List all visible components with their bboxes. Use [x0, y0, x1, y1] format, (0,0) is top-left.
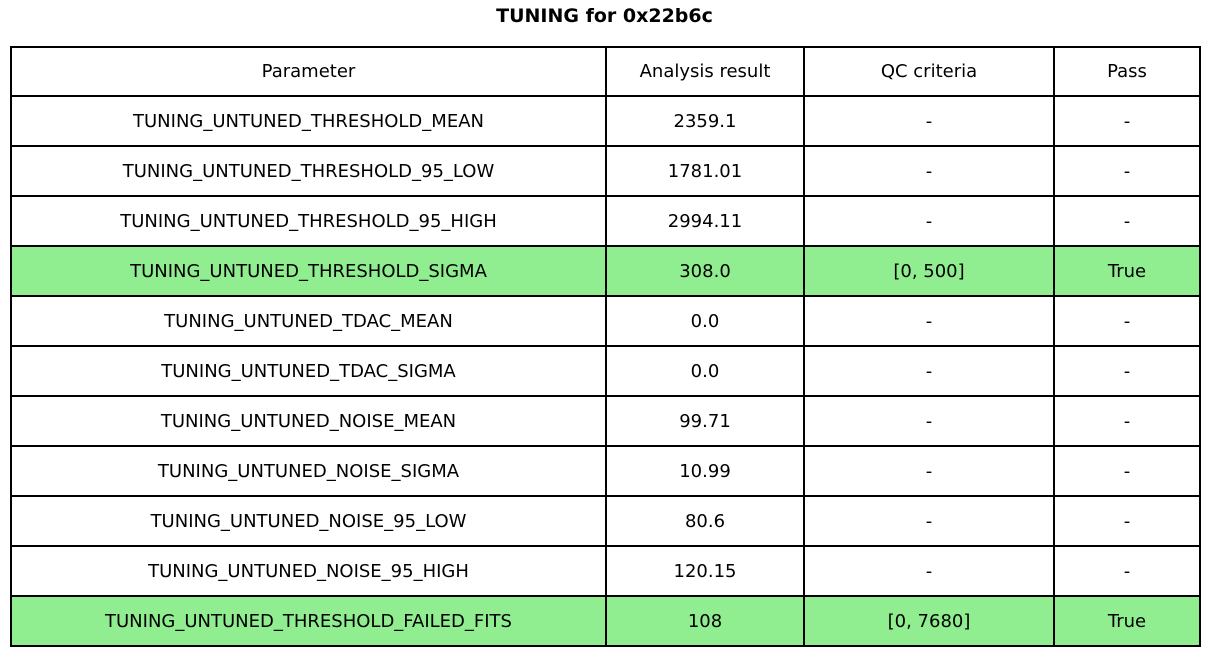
qc-table: Parameter Analysis result QC criteria Pa…: [10, 46, 1201, 647]
parameter-cell: TUNING_UNTUNED_NOISE_95_HIGH: [10, 545, 607, 597]
pass-cell: -: [1053, 145, 1201, 197]
qc-criteria-cell: [0, 7680]: [803, 595, 1055, 647]
analysis-result-cell: 1781.01: [605, 145, 805, 197]
analysis-result-cell: 108: [605, 595, 805, 647]
pass-cell: -: [1053, 345, 1201, 397]
pass-cell: -: [1053, 395, 1201, 447]
table-row: TUNING_UNTUNED_NOISE_MEAN 99.71- -: [10, 395, 1201, 447]
pass-cell: True: [1053, 595, 1201, 647]
analysis-result-cell: 0.0: [605, 295, 805, 347]
table-row: TUNING_UNTUNED_TDAC_MEAN 0.0- -: [10, 295, 1201, 347]
table-row: TUNING_UNTUNED_NOISE_95_LOW 80.6- -: [10, 495, 1201, 547]
analysis-result-cell: 120.15: [605, 545, 805, 597]
analysis-result-cell: 2994.11: [605, 195, 805, 247]
pass-cell: -: [1053, 445, 1201, 497]
analysis-result-cell: 308.0: [605, 245, 805, 297]
parameter-cell: TUNING_UNTUNED_TDAC_SIGMA: [10, 345, 607, 397]
qc-criteria-cell: -: [803, 145, 1055, 197]
qc-criteria-cell: -: [803, 545, 1055, 597]
pass-cell: True: [1053, 245, 1201, 297]
qc-criteria-cell: -: [803, 395, 1055, 447]
parameter-cell: TUNING_UNTUNED_THRESHOLD_MEAN: [10, 95, 607, 147]
pass-cell: -: [1053, 295, 1201, 347]
table-row: TUNING_UNTUNED_THRESHOLD_SIGMA 308.0 [0, 5…: [10, 245, 1201, 297]
qc-criteria-cell: -: [803, 495, 1055, 547]
qc-criteria-cell: [0, 500]: [803, 245, 1055, 297]
analysis-result-cell: 0.0: [605, 345, 805, 397]
qc-criteria-cell: -: [803, 95, 1055, 147]
analysis-result-cell: 80.6: [605, 495, 805, 547]
column-header-parameter: Parameter: [10, 46, 607, 97]
table-row: TUNING_UNTUNED_NOISE_SIGMA 10.99- -: [10, 445, 1201, 497]
parameter-cell: TUNING_UNTUNED_THRESHOLD_95_HIGH: [10, 195, 607, 247]
column-header-pass: Pass: [1053, 46, 1201, 97]
figure-title: TUNING for 0x22b6c: [496, 5, 713, 27]
parameter-cell: TUNING_UNTUNED_THRESHOLD_95_LOW: [10, 145, 607, 197]
table-row: TUNING_UNTUNED_THRESHOLD_95_LOW 1781.01- -: [10, 145, 1201, 197]
pass-cell: -: [1053, 545, 1201, 597]
header-row: Parameter Analysis result QC criteria Pa…: [10, 46, 1201, 97]
pass-cell: -: [1053, 95, 1201, 147]
parameter-cell: TUNING_UNTUNED_THRESHOLD_SIGMA: [10, 245, 607, 297]
parameter-cell: TUNING_UNTUNED_NOISE_MEAN: [10, 395, 607, 447]
qc-criteria-cell: -: [803, 195, 1055, 247]
column-header-qc-criteria: QC criteria: [803, 46, 1055, 97]
table-row: TUNING_UNTUNED_NOISE_95_HIGH 120.15- -: [10, 545, 1201, 597]
table-row: TUNING_UNTUNED_TDAC_SIGMA 0.0- -: [10, 345, 1201, 397]
qc-criteria-cell: -: [803, 345, 1055, 397]
table-row: TUNING_UNTUNED_THRESHOLD_MEAN 2359.1- -: [10, 95, 1201, 147]
qc-criteria-cell: -: [803, 445, 1055, 497]
table-row: TUNING_UNTUNED_THRESHOLD_95_HIGH 2994.11-…: [10, 195, 1201, 247]
pass-cell: -: [1053, 195, 1201, 247]
analysis-result-cell: 10.99: [605, 445, 805, 497]
table-row: TUNING_UNTUNED_THRESHOLD_FAILED_FITS 108[…: [10, 595, 1201, 647]
analysis-result-cell: 2359.1: [605, 95, 805, 147]
parameter-cell: TUNING_UNTUNED_NOISE_95_LOW: [10, 495, 607, 547]
analysis-result-cell: 99.71: [605, 395, 805, 447]
parameter-cell: TUNING_UNTUNED_TDAC_MEAN: [10, 295, 607, 347]
parameter-cell: TUNING_UNTUNED_THRESHOLD_FAILED_FITS: [10, 595, 607, 647]
pass-cell: -: [1053, 495, 1201, 547]
parameter-cell: TUNING_UNTUNED_NOISE_SIGMA: [10, 445, 607, 497]
qc-criteria-cell: -: [803, 295, 1055, 347]
column-header-analysis-result: Analysis result: [605, 46, 805, 97]
